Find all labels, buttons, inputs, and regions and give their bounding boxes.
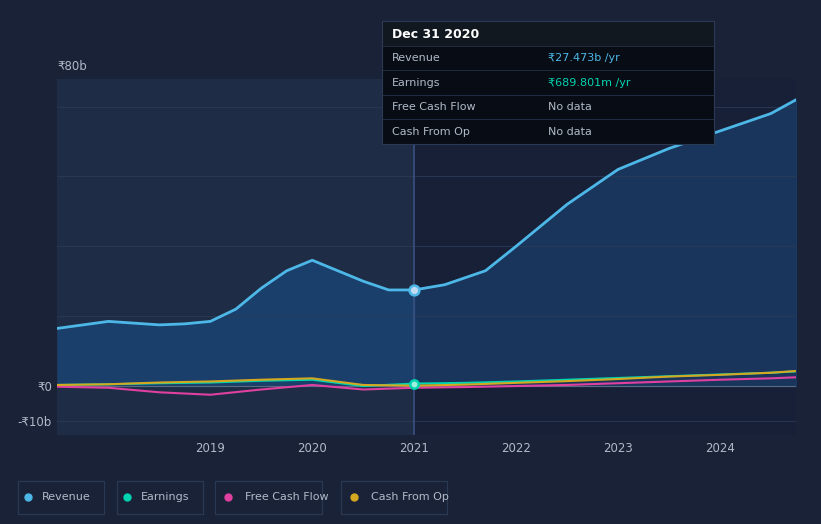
Text: ₹80b: ₹80b — [57, 60, 87, 73]
Text: Earnings: Earnings — [140, 492, 189, 503]
Bar — [414, 79, 796, 435]
Text: No data: No data — [548, 102, 592, 112]
Text: Free Cash Flow: Free Cash Flow — [392, 102, 475, 112]
Text: ₹689.801m /yr: ₹689.801m /yr — [548, 78, 631, 88]
Text: Cash From Op: Cash From Op — [392, 127, 470, 137]
Text: Revenue: Revenue — [392, 53, 441, 63]
Text: Cash From Op: Cash From Op — [370, 492, 448, 503]
Text: Past: Past — [386, 83, 410, 96]
Text: Earnings: Earnings — [392, 78, 440, 88]
Text: Revenue: Revenue — [42, 492, 91, 503]
Text: Analysts Forecasts: Analysts Forecasts — [421, 83, 531, 96]
Text: ₹27.473b /yr: ₹27.473b /yr — [548, 53, 620, 63]
Text: No data: No data — [548, 127, 592, 137]
Text: Free Cash Flow: Free Cash Flow — [245, 492, 328, 503]
FancyBboxPatch shape — [382, 21, 714, 46]
Text: Dec 31 2020: Dec 31 2020 — [392, 28, 479, 41]
